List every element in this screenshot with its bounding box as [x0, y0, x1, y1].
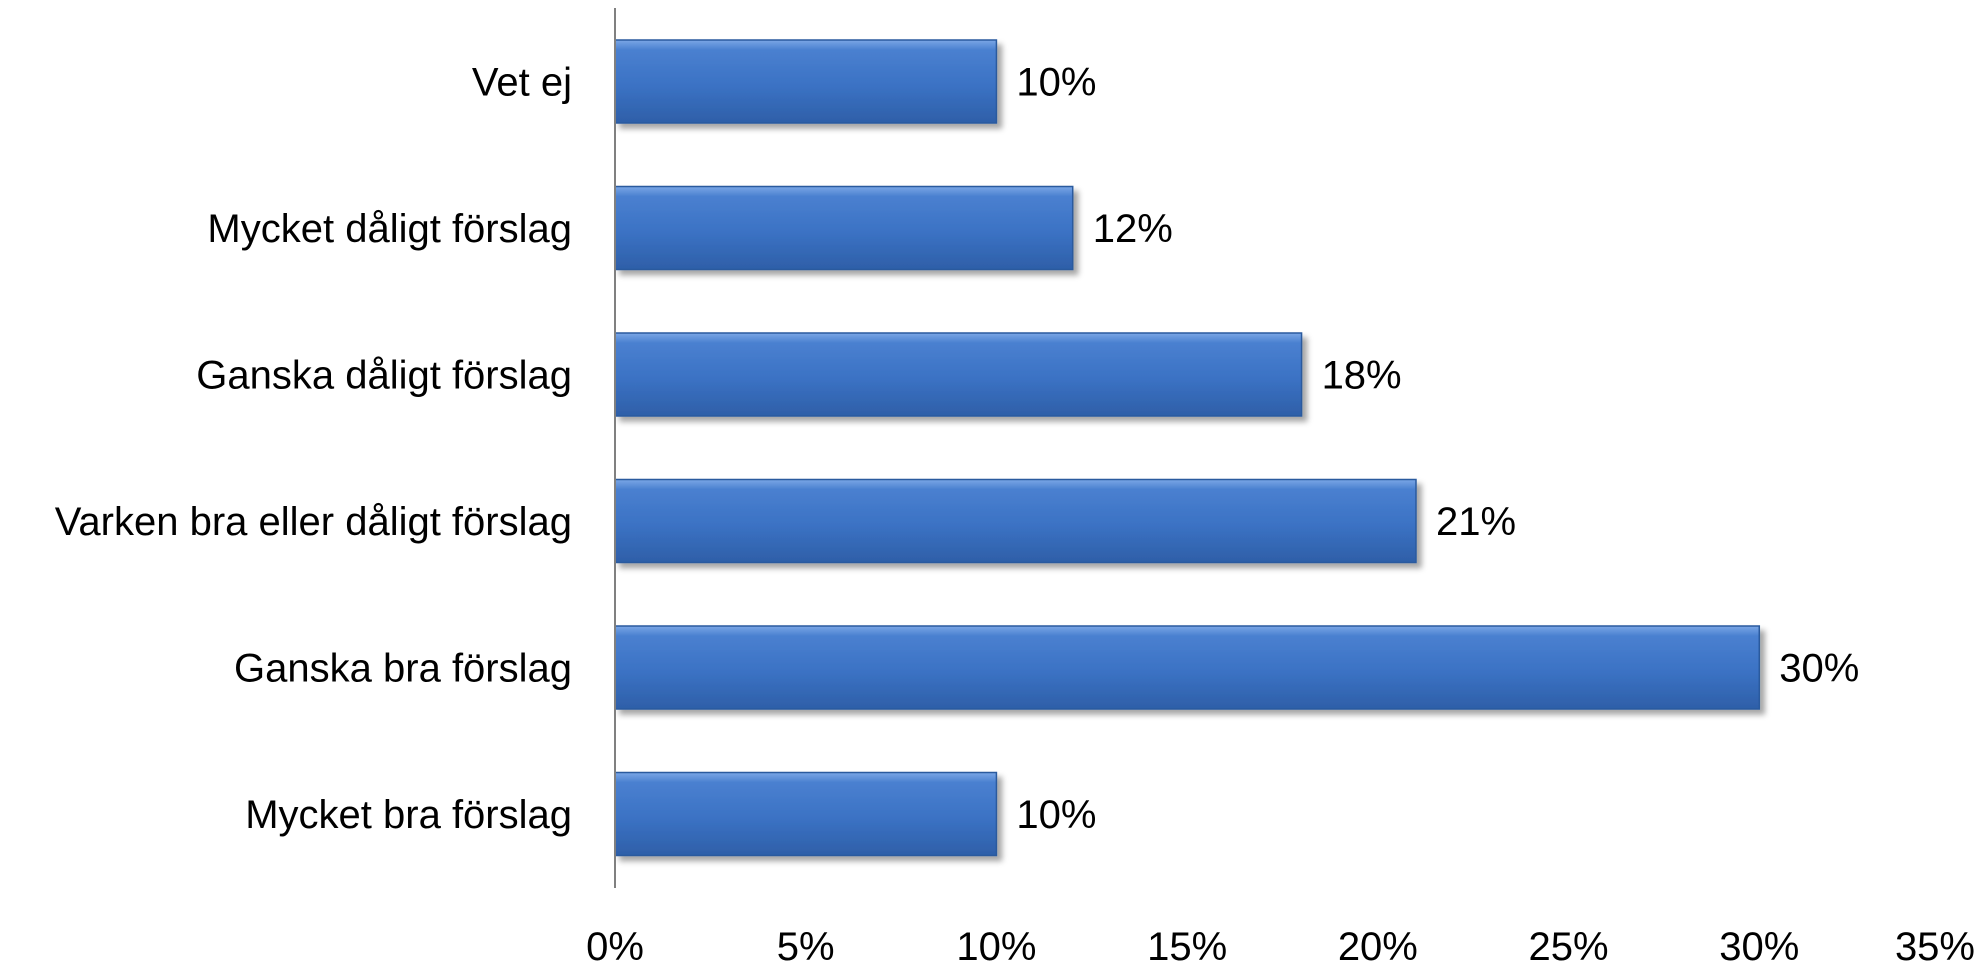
- category-label-mycket-daligt-forslag: Mycket dåligt förslag: [207, 207, 572, 251]
- x-tick-label-20: 20%: [1338, 925, 1418, 969]
- x-tick-label-35: 35%: [1895, 925, 1975, 969]
- value-label-varken-bra-eller-daligt-forslag: 21%: [1436, 500, 1516, 544]
- bar-ganska-daligt-forslag: [614, 332, 1303, 417]
- value-labels: 10% 12% 18% 21% 30% 10%: [1016, 61, 1859, 838]
- value-label-mycket-bra-forslag: 10%: [1016, 793, 1096, 837]
- x-tick-label-5: 5%: [777, 925, 835, 969]
- category-label-ganska-bra-forslag: Ganska bra förslag: [234, 647, 572, 691]
- x-tick-label-30: 30%: [1719, 925, 1799, 969]
- bar-varken-bra-eller-daligt-forslag: [614, 478, 1417, 564]
- bar-mycket-daligt-forslag: [614, 185, 1074, 271]
- category-label-ganska-daligt-forslag: Ganska dåligt förslag: [196, 354, 572, 398]
- value-label-vet-ej: 10%: [1016, 61, 1096, 105]
- value-label-ganska-daligt-forslag: 18%: [1322, 354, 1402, 398]
- x-tick-label-10: 10%: [956, 925, 1036, 969]
- bar-mycket-bra-forslag: [614, 771, 998, 857]
- category-label-mycket-bra-forslag: Mycket bra förslag: [245, 793, 572, 837]
- value-label-ganska-bra-forslag: 30%: [1779, 647, 1859, 691]
- bars-layer: [614, 39, 1761, 857]
- value-label-mycket-daligt-forslag: 12%: [1093, 207, 1173, 251]
- x-tick-label-15: 15%: [1147, 925, 1227, 969]
- x-axis-tick-labels: 0% 5% 10% 15% 20% 25% 30% 35%: [586, 925, 1975, 969]
- bar-ganska-bra-forslag: [614, 625, 1761, 710]
- x-tick-label-25: 25%: [1529, 925, 1609, 969]
- bar-vet-ej: [614, 39, 998, 124]
- category-label-varken-bra-eller-daligt-forslag: Varken bra eller dåligt förslag: [55, 500, 572, 544]
- category-label-vet-ej: Vet ej: [472, 61, 572, 105]
- category-labels: Vet ej Mycket dåligt förslag Ganska dåligt…: [55, 61, 572, 838]
- x-tick-label-0: 0%: [586, 925, 644, 969]
